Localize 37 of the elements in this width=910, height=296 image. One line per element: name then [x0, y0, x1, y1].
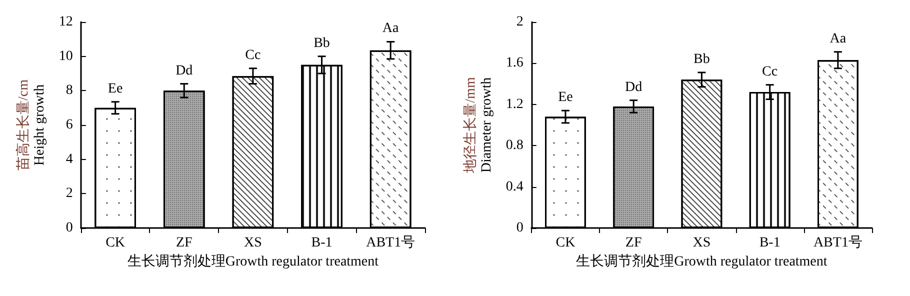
data-label: Dd — [176, 63, 193, 78]
x-tick-label: ZF — [625, 236, 642, 250]
y-tick-label: 10 — [58, 48, 73, 64]
y-tick-label: 12 — [58, 14, 73, 30]
y-tick-label: 1.6 — [506, 56, 524, 71]
x-tick-label: CK — [556, 236, 576, 250]
y-tick-label: 0 — [516, 220, 524, 236]
y-tick-label: 4 — [66, 152, 73, 167]
x-tick-label: ZF — [176, 236, 193, 250]
x-tick-label: B-1 — [311, 236, 332, 250]
data-label: Bb — [694, 52, 710, 67]
data-label: Ee — [558, 90, 573, 106]
data-label: Dd — [625, 80, 642, 95]
y-tick-label: 1.2 — [506, 96, 524, 112]
y-tick-label: 2 — [66, 186, 73, 202]
y-tick-label: 0 — [66, 220, 73, 236]
data-label: Cc — [245, 48, 261, 63]
data-label: Aa — [830, 31, 847, 46]
y-axis-title: 地径生长量/mm Diameter growth — [462, 77, 494, 174]
y-tick-label: 8 — [66, 83, 73, 98]
data-label: Ee — [108, 81, 123, 96]
x-tick-label: ABT1号 — [813, 236, 862, 250]
data-label: Aa — [382, 21, 400, 36]
x-axis-title: 生长调节剂处理Growth regulator treatment — [127, 253, 379, 270]
data-label: Bb — [314, 36, 330, 51]
y-tick-label: 0.8 — [506, 138, 524, 154]
y-axis-title: 苗高生长量/cm Height growth — [16, 79, 48, 170]
x-tick-label: ABT1号 — [366, 236, 416, 250]
x-tick-label: XS — [244, 236, 262, 250]
x-tick-label: XS — [692, 236, 711, 250]
y-tick-label: 0.4 — [506, 179, 524, 194]
y-tick-label: 6 — [66, 118, 73, 132]
y-tick-label: 2 — [516, 14, 524, 30]
data-label: Cc — [762, 64, 778, 80]
x-tick-label: B-1 — [759, 236, 780, 250]
x-axis-title: 生长调节剂处理Growth regulator treatment — [576, 253, 828, 270]
x-tick-label: CK — [106, 236, 126, 250]
